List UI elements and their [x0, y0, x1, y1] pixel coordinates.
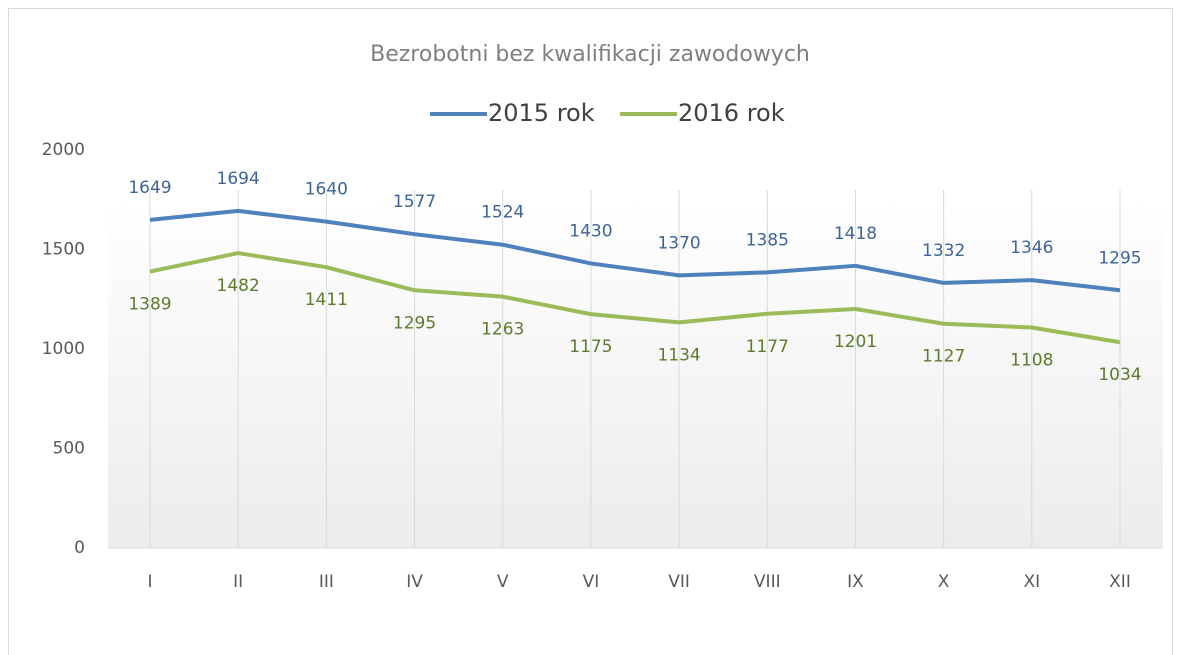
data-label: 1346 [1010, 238, 1053, 258]
x-tick-label: XII [1109, 572, 1131, 592]
data-label: 1332 [922, 241, 965, 261]
y-tick-label: 1000 [42, 339, 85, 359]
data-label: 1385 [746, 230, 789, 250]
x-tick-label: IV [406, 572, 423, 592]
data-label: 1175 [569, 337, 612, 357]
data-label: 1134 [657, 345, 700, 365]
data-label: 1295 [1098, 248, 1141, 268]
data-label: 1577 [393, 192, 436, 212]
x-tick-label: II [233, 572, 243, 592]
x-tick-label: IX [847, 572, 864, 592]
data-label: 1201 [834, 332, 877, 352]
data-label: 1418 [834, 224, 877, 244]
data-label: 1430 [569, 221, 612, 241]
x-tick-label: V [497, 572, 509, 592]
data-label: 1370 [657, 233, 700, 253]
series-line [149, 208, 1121, 293]
y-tick-label: 1500 [42, 240, 85, 260]
data-label: 1694 [217, 169, 260, 189]
data-label: 1411 [305, 290, 348, 310]
data-label: 1034 [1098, 365, 1141, 385]
y-tick-label: 2000 [42, 140, 85, 160]
y-tick-label: 0 [74, 538, 85, 558]
data-label: 1482 [217, 276, 260, 296]
data-label: 1177 [746, 337, 789, 357]
data-label: 1649 [128, 178, 171, 198]
data-label: 1263 [481, 320, 524, 340]
legend-label: 2015 rok [488, 99, 595, 127]
x-tick-label: XI [1023, 572, 1040, 592]
x-tick-label: VII [668, 572, 690, 592]
plot-background [108, 200, 1163, 548]
series-line [149, 251, 1121, 345]
data-label: 1524 [481, 203, 524, 223]
chart-title: Bezrobotni bez kwalifikacji zawodowych [370, 42, 810, 67]
x-tick-label: I [147, 572, 152, 592]
x-tick-label: X [938, 572, 950, 592]
data-label: 1108 [1010, 351, 1053, 371]
x-tick-label: VI [583, 572, 600, 592]
data-label: 1640 [305, 180, 348, 200]
y-tick-label: 500 [53, 439, 85, 459]
x-tick-label: VIII [754, 572, 781, 592]
x-tick-label: III [319, 572, 334, 592]
data-label: 1127 [922, 347, 965, 367]
legend-label: 2016 rok [678, 99, 785, 127]
data-label: 1389 [128, 295, 171, 315]
data-label: 1295 [393, 313, 436, 333]
